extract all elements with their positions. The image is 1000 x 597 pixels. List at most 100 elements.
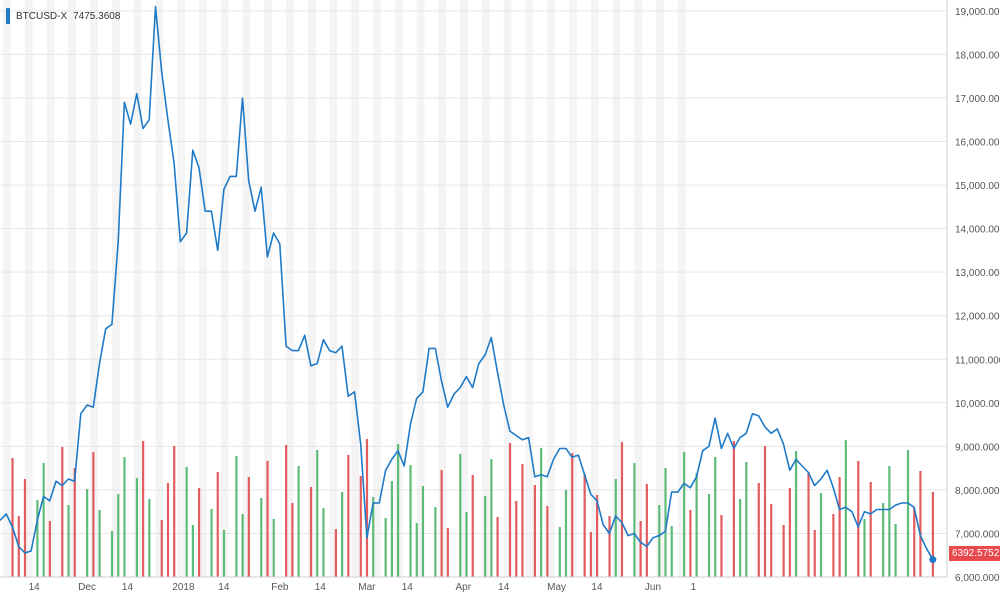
volume-bar bbox=[490, 459, 493, 577]
weekend-band bbox=[612, 0, 621, 577]
weekend-band bbox=[329, 0, 338, 577]
y-tick-label: 17,000.0000 bbox=[955, 94, 1000, 105]
gridlines bbox=[0, 10, 947, 578]
volume-bar bbox=[135, 478, 139, 577]
weekend-band bbox=[286, 0, 294, 577]
x-tick-label: 14 bbox=[315, 582, 327, 593]
weekend-band bbox=[90, 0, 98, 577]
volume-bar bbox=[415, 523, 418, 577]
weekend-band bbox=[460, 0, 468, 577]
volume-bar bbox=[185, 467, 188, 577]
volume-bar bbox=[197, 488, 201, 577]
volume-bar bbox=[888, 466, 891, 577]
volume-bar bbox=[316, 450, 319, 577]
volume-bar bbox=[763, 446, 767, 577]
x-tick-label: 14 bbox=[29, 582, 41, 593]
volume-bar bbox=[148, 499, 151, 577]
volume-bar bbox=[540, 448, 543, 577]
weekend-band bbox=[416, 0, 425, 577]
volume-bar bbox=[844, 440, 847, 577]
volume-bar bbox=[341, 492, 344, 577]
volume-bar bbox=[142, 441, 145, 577]
volume-bar bbox=[23, 479, 27, 577]
weekend-band bbox=[656, 0, 664, 577]
y-tick-label: 6,000.0000 bbox=[955, 573, 1000, 584]
volume-bar bbox=[86, 489, 89, 577]
weekend-band bbox=[373, 0, 381, 577]
volume-bar bbox=[365, 439, 369, 577]
volume-bar bbox=[546, 506, 549, 577]
volume-bar bbox=[440, 470, 443, 577]
volume-bar bbox=[334, 529, 338, 577]
volume-bar bbox=[695, 473, 698, 577]
volume-bar bbox=[266, 461, 269, 577]
weekend-band bbox=[351, 0, 360, 577]
volume-bar bbox=[521, 464, 524, 577]
volume-bar bbox=[446, 528, 449, 577]
x-tick-label: 14 bbox=[498, 582, 510, 593]
volume-bar bbox=[882, 503, 885, 577]
volume-bar bbox=[347, 455, 350, 577]
weekend-band bbox=[220, 0, 229, 577]
volume-bar bbox=[757, 483, 760, 577]
volume-bar bbox=[558, 527, 561, 577]
volume-bar bbox=[564, 490, 568, 577]
volume-bar bbox=[745, 462, 748, 577]
weekend-band bbox=[481, 0, 490, 577]
weekend-band bbox=[46, 0, 55, 577]
weekend-band bbox=[634, 0, 643, 577]
y-tick-label: 8,000.0000 bbox=[955, 486, 1000, 497]
volume-bar bbox=[11, 458, 14, 577]
volume-bar bbox=[123, 457, 126, 577]
volume-bar bbox=[515, 501, 518, 577]
x-tick-label: 14 bbox=[122, 582, 134, 593]
volume-bar bbox=[297, 466, 300, 577]
volume-bar bbox=[98, 510, 101, 577]
volume-bar bbox=[291, 503, 294, 577]
weekend-band bbox=[569, 0, 577, 577]
weekend-band bbox=[590, 0, 599, 577]
last-point-dot bbox=[929, 556, 937, 564]
volume-bar bbox=[272, 519, 275, 577]
volume-bar bbox=[421, 486, 425, 577]
volume-bar bbox=[222, 530, 226, 577]
volume-bar bbox=[210, 509, 213, 577]
volume-bar bbox=[633, 463, 636, 577]
y-tick-label: 11,000.0000 bbox=[955, 355, 1000, 366]
volume-bar bbox=[92, 452, 95, 577]
volume-bar bbox=[390, 481, 393, 577]
volume-bar bbox=[658, 505, 661, 577]
volume-bar bbox=[720, 515, 723, 577]
volume-bar bbox=[794, 451, 798, 577]
volume-bar bbox=[533, 485, 537, 577]
x-tick-label: Apr bbox=[456, 582, 472, 593]
y-tick-label: 10,000.0000 bbox=[955, 399, 1000, 410]
volume-bar bbox=[247, 477, 250, 577]
legend[interactable]: BTCUSD-X 7475.3608 bbox=[6, 8, 120, 24]
x-tick-label: 14 bbox=[402, 582, 414, 593]
x-axis: 14 Dec 14 2018 14 Feb 14 Mar 14 Apr 14 May 14 Jun 1 bbox=[0, 576, 947, 593]
volume-bar bbox=[583, 474, 586, 577]
volume-bar bbox=[359, 476, 362, 577]
volume-bar bbox=[216, 472, 219, 577]
volume-bar bbox=[409, 465, 412, 577]
y-tick-label: 16,000.0000 bbox=[955, 138, 1000, 149]
volume-bar bbox=[689, 510, 692, 577]
legend-symbol: BTCUSD-X bbox=[16, 10, 68, 22]
weekend-band bbox=[24, 0, 33, 577]
x-tick-label: Jun bbox=[645, 582, 661, 593]
weekend-band bbox=[394, 0, 403, 577]
volume-bar bbox=[906, 450, 910, 577]
volume-bar bbox=[322, 508, 325, 577]
volume-bar bbox=[683, 452, 686, 577]
volume-bar bbox=[36, 500, 39, 577]
volume-bar bbox=[48, 521, 51, 577]
volume-bar bbox=[913, 508, 916, 577]
volume-bar bbox=[571, 453, 574, 577]
volume-bar bbox=[614, 479, 617, 577]
price-line bbox=[0, 5, 934, 560]
weekend-band bbox=[198, 0, 207, 577]
weekend-bands bbox=[3, 0, 686, 577]
weekend-band bbox=[547, 0, 556, 577]
